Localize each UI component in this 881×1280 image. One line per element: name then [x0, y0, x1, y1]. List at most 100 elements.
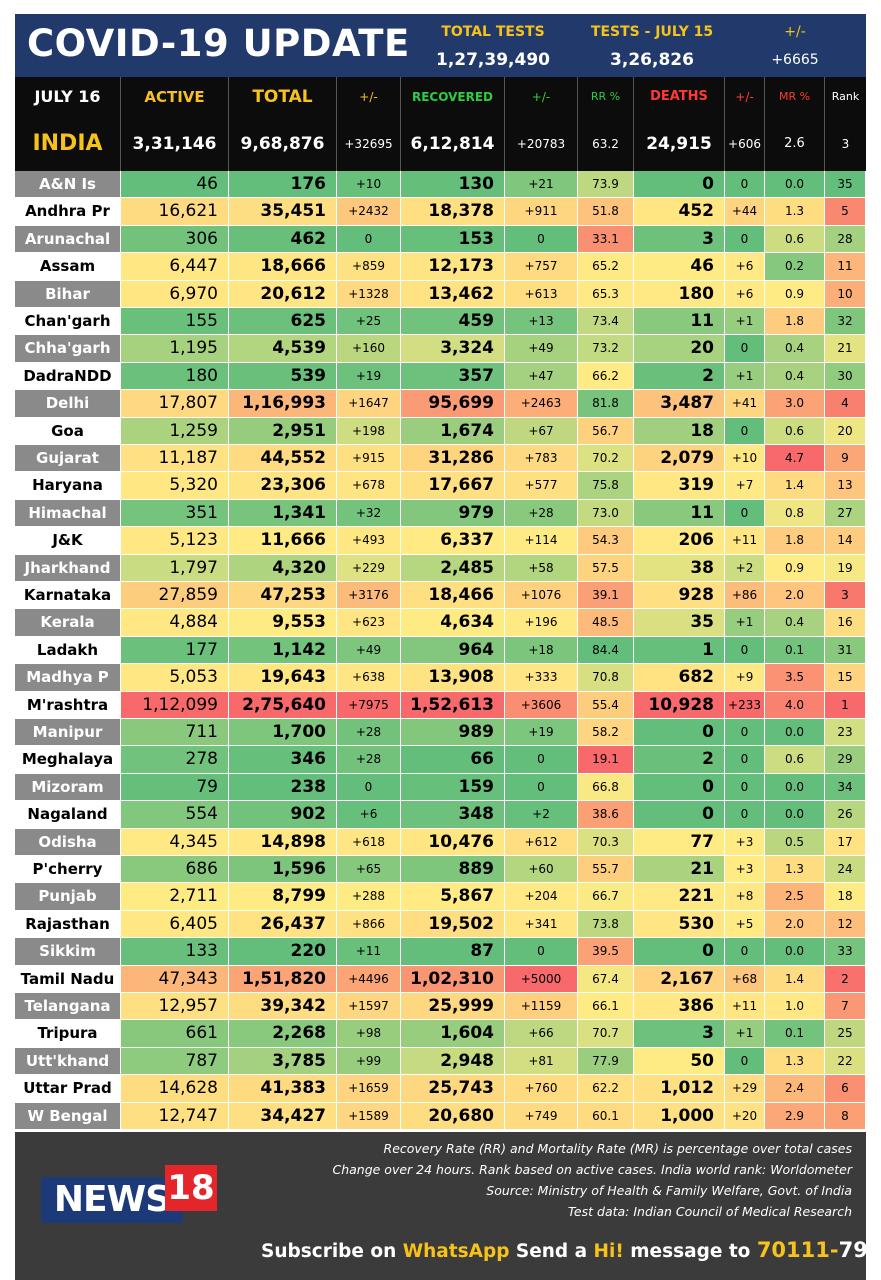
india-total-row: INDIA 3,31,146 9,68,876 +32695 6,12,814 … — [15, 117, 866, 171]
rank: 4 — [825, 390, 866, 418]
state-name: Assam — [15, 253, 121, 281]
rank: 2 — [825, 965, 866, 993]
state-name: Chan'garh — [15, 308, 121, 336]
tests-day-value: 3,26,826 — [610, 50, 694, 70]
recovered-change: +19 — [505, 719, 578, 747]
rank: 8 — [825, 1102, 866, 1130]
recovered-cases: 25,999 — [401, 993, 505, 1021]
recovery-rate: 57.5 — [578, 554, 634, 582]
recovery-rate: 73.8 — [578, 910, 634, 939]
recovery-rate: 66.1 — [578, 993, 634, 1021]
rank: 28 — [825, 225, 866, 254]
recovery-rate: 73.9 — [578, 171, 634, 199]
mortality-rate: 0.6 — [765, 225, 825, 254]
total-cases: 14,898 — [229, 828, 337, 856]
table-row: Telangana 12,957 39,342 +1597 25,999 +1159 66.… — [15, 993, 866, 1021]
total-change: +25 — [337, 308, 401, 336]
active-cases: 17,807 — [121, 390, 229, 418]
rank: 26 — [825, 801, 866, 829]
table-row: Delhi 17,807 1,16,993 +1647 95,699 +2463 81.8 3… — [15, 390, 866, 418]
active-cases: 11,187 — [121, 445, 229, 473]
table-row: Ladakh 177 1,142 +49 964 +18 84.4 1 0 0.1 31 — [15, 636, 866, 665]
deaths-count: 2 — [634, 746, 725, 774]
mortality-rate: 1.4 — [765, 472, 825, 500]
rank: 5 — [825, 198, 866, 226]
recovered-cases: 2,948 — [401, 1047, 505, 1076]
active-cases: 306 — [121, 225, 229, 254]
deaths-count: 2,079 — [634, 445, 725, 473]
recovered-cases: 17,667 — [401, 472, 505, 500]
rank: 10 — [825, 280, 866, 308]
recovered-cases: 989 — [401, 719, 505, 747]
recovery-rate: 56.7 — [578, 417, 634, 445]
total-cases: 1,142 — [229, 636, 337, 665]
total-change: +11 — [337, 938, 401, 966]
total-change: +288 — [337, 883, 401, 911]
recovery-rate: 77.9 — [578, 1047, 634, 1076]
recovered-change: 0 — [505, 773, 578, 802]
total-cases: 1,16,993 — [229, 390, 337, 418]
table-row: DadraNDD 180 539 +19 357 +47 66.2 2 +1 0.4 30 — [15, 362, 866, 391]
state-name: Uttar Prad — [15, 1075, 121, 1103]
rank: 21 — [825, 335, 866, 363]
recovery-rate: 70.8 — [578, 664, 634, 692]
recovery-rate: 81.8 — [578, 390, 634, 418]
table-row: Assam 6,447 18,666 +859 12,173 +757 65.2 46 +6 0.… — [15, 253, 866, 281]
total-change: +859 — [337, 253, 401, 281]
state-name: P'cherry — [15, 856, 121, 884]
state-name: Telangana — [15, 993, 121, 1021]
mortality-rate: 0.4 — [765, 335, 825, 363]
recovered-change: +2463 — [505, 390, 578, 418]
recovery-rate: 66.2 — [578, 362, 634, 391]
subscribe-number-prefix: 70111- — [756, 1238, 839, 1262]
table-row: W Bengal 12,747 34,427 +1589 20,680 +749 60.1 1… — [15, 1102, 866, 1130]
recovered-change: +341 — [505, 910, 578, 939]
total-cases: 18,666 — [229, 253, 337, 281]
total-cases: 176 — [229, 171, 337, 199]
active-cases: 5,053 — [121, 664, 229, 692]
active-cases: 4,884 — [121, 609, 229, 637]
deaths-count: 11 — [634, 499, 725, 528]
recovered-change: +58 — [505, 554, 578, 582]
rank: 33 — [825, 938, 866, 966]
recovered-change: +749 — [505, 1102, 578, 1130]
recovered-cases: 66 — [401, 746, 505, 774]
state-name: Delhi — [15, 390, 121, 418]
column-recovered-change: +/- — [505, 77, 578, 117]
total-change: +6 — [337, 801, 401, 829]
active-cases: 180 — [121, 362, 229, 391]
active-cases: 2,711 — [121, 883, 229, 911]
table-row: Gujarat 11,187 44,552 +915 31,286 +783 70.2 2,0… — [15, 445, 866, 473]
recovery-rate: 84.4 — [578, 636, 634, 665]
deaths-change: 0 — [725, 636, 765, 665]
total-cases: 9,553 — [229, 609, 337, 637]
recovered-change: +783 — [505, 445, 578, 473]
recovered-change: +5000 — [505, 965, 578, 993]
total-change: +32 — [337, 499, 401, 528]
recovery-rate: 66.8 — [578, 773, 634, 802]
mortality-rate: 1.3 — [765, 856, 825, 884]
state-name: Andhra Pr — [15, 198, 121, 226]
recovery-rate: 55.7 — [578, 856, 634, 884]
footer-note-source: Source: Ministry of Health & Family Welf… — [486, 1183, 852, 1198]
deaths-change: 0 — [725, 746, 765, 774]
recovery-rate: 19.1 — [578, 746, 634, 774]
mortality-rate: 0.8 — [765, 499, 825, 528]
subscribe-text-3: message to — [623, 1241, 757, 1262]
table-row: Chha'garh 1,195 4,539 +160 3,324 +49 73.2 20 0 0.… — [15, 335, 866, 363]
india-total-change: +32695 — [337, 117, 401, 171]
active-cases: 27,859 — [121, 582, 229, 610]
deaths-count: 21 — [634, 856, 725, 884]
total-change: +65 — [337, 856, 401, 884]
rank: 1 — [825, 691, 866, 719]
subscribe-number-suffix: 79888 — [838, 1238, 881, 1262]
deaths-count: 319 — [634, 472, 725, 500]
total-cases: 625 — [229, 308, 337, 336]
recovered-change: +577 — [505, 472, 578, 500]
recovery-rate: 58.2 — [578, 719, 634, 747]
state-name: Punjab — [15, 883, 121, 911]
recovery-rate: 39.5 — [578, 938, 634, 966]
column-deaths-change: +/- — [725, 77, 765, 117]
india-rr: 63.2 — [578, 117, 634, 171]
recovered-change: 0 — [505, 225, 578, 254]
